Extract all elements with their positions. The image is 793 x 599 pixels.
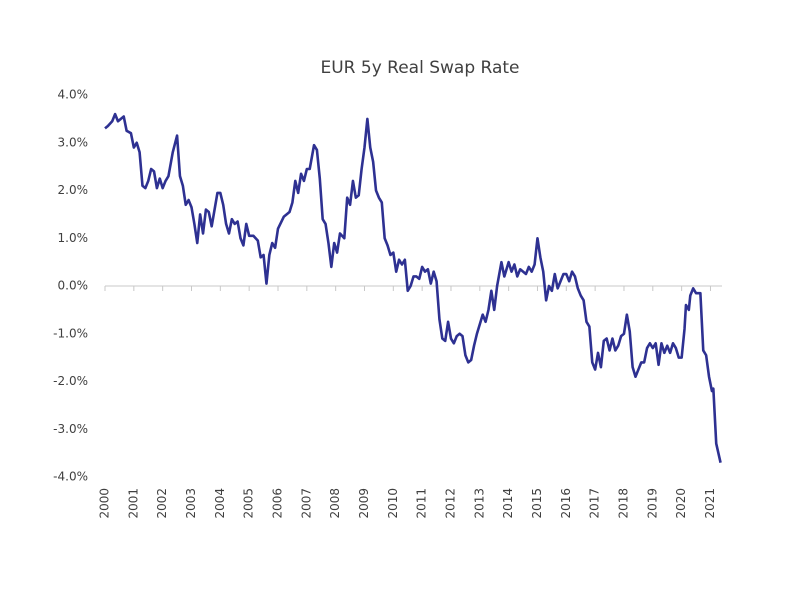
y-tick-label: 1.0% — [58, 231, 89, 245]
x-tick-label: 2013 — [472, 488, 486, 519]
line-series — [104, 112, 722, 463]
chart-title: EUR 5y Real Swap Rate — [320, 58, 519, 78]
x-tick-label: 2005 — [242, 488, 256, 519]
y-tick-label: 0.0% — [58, 279, 89, 293]
x-tick-label: 2015 — [530, 488, 544, 519]
x-tick-label: 2002 — [155, 488, 169, 519]
y-tick-label: 4.0% — [58, 88, 89, 102]
x-tick-label: 2007 — [299, 488, 313, 519]
x-tick-label: 2014 — [501, 488, 515, 519]
y-tick-label: -3.0% — [53, 422, 88, 436]
x-tick-label: 2019 — [645, 488, 659, 519]
x-tick-label: 2012 — [443, 488, 457, 519]
x-tick-label: 2020 — [674, 488, 688, 519]
y-tick-label: -2.0% — [53, 374, 88, 388]
x-tick-label: 2006 — [270, 488, 284, 519]
x-tick-label: 2018 — [616, 488, 630, 519]
x-tick-label: 2003 — [184, 488, 198, 519]
x-tick-label: 2017 — [588, 488, 602, 519]
x-tick-label: 2016 — [559, 488, 573, 519]
y-tick-label: -4.0% — [53, 470, 88, 484]
x-tick-label: 2011 — [415, 488, 429, 519]
y-tick-label: 2.0% — [58, 183, 89, 197]
x-tick-label: 2009 — [357, 488, 371, 519]
x-tick-label: 2001 — [126, 488, 140, 519]
x-tick-label: 2000 — [98, 488, 112, 519]
y-tick-label: -1.0% — [53, 326, 88, 340]
x-tick-label: 2008 — [328, 488, 342, 519]
y-tick-label: 3.0% — [58, 135, 89, 149]
x-tick-label: 2004 — [213, 488, 227, 519]
x-tick-label: 2021 — [703, 488, 717, 519]
x-tick-label: 2010 — [386, 488, 400, 519]
